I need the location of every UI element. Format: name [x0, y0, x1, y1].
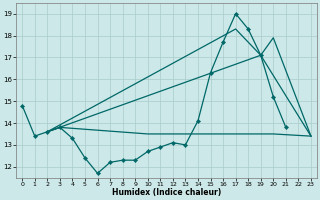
X-axis label: Humidex (Indice chaleur): Humidex (Indice chaleur) — [112, 188, 221, 197]
